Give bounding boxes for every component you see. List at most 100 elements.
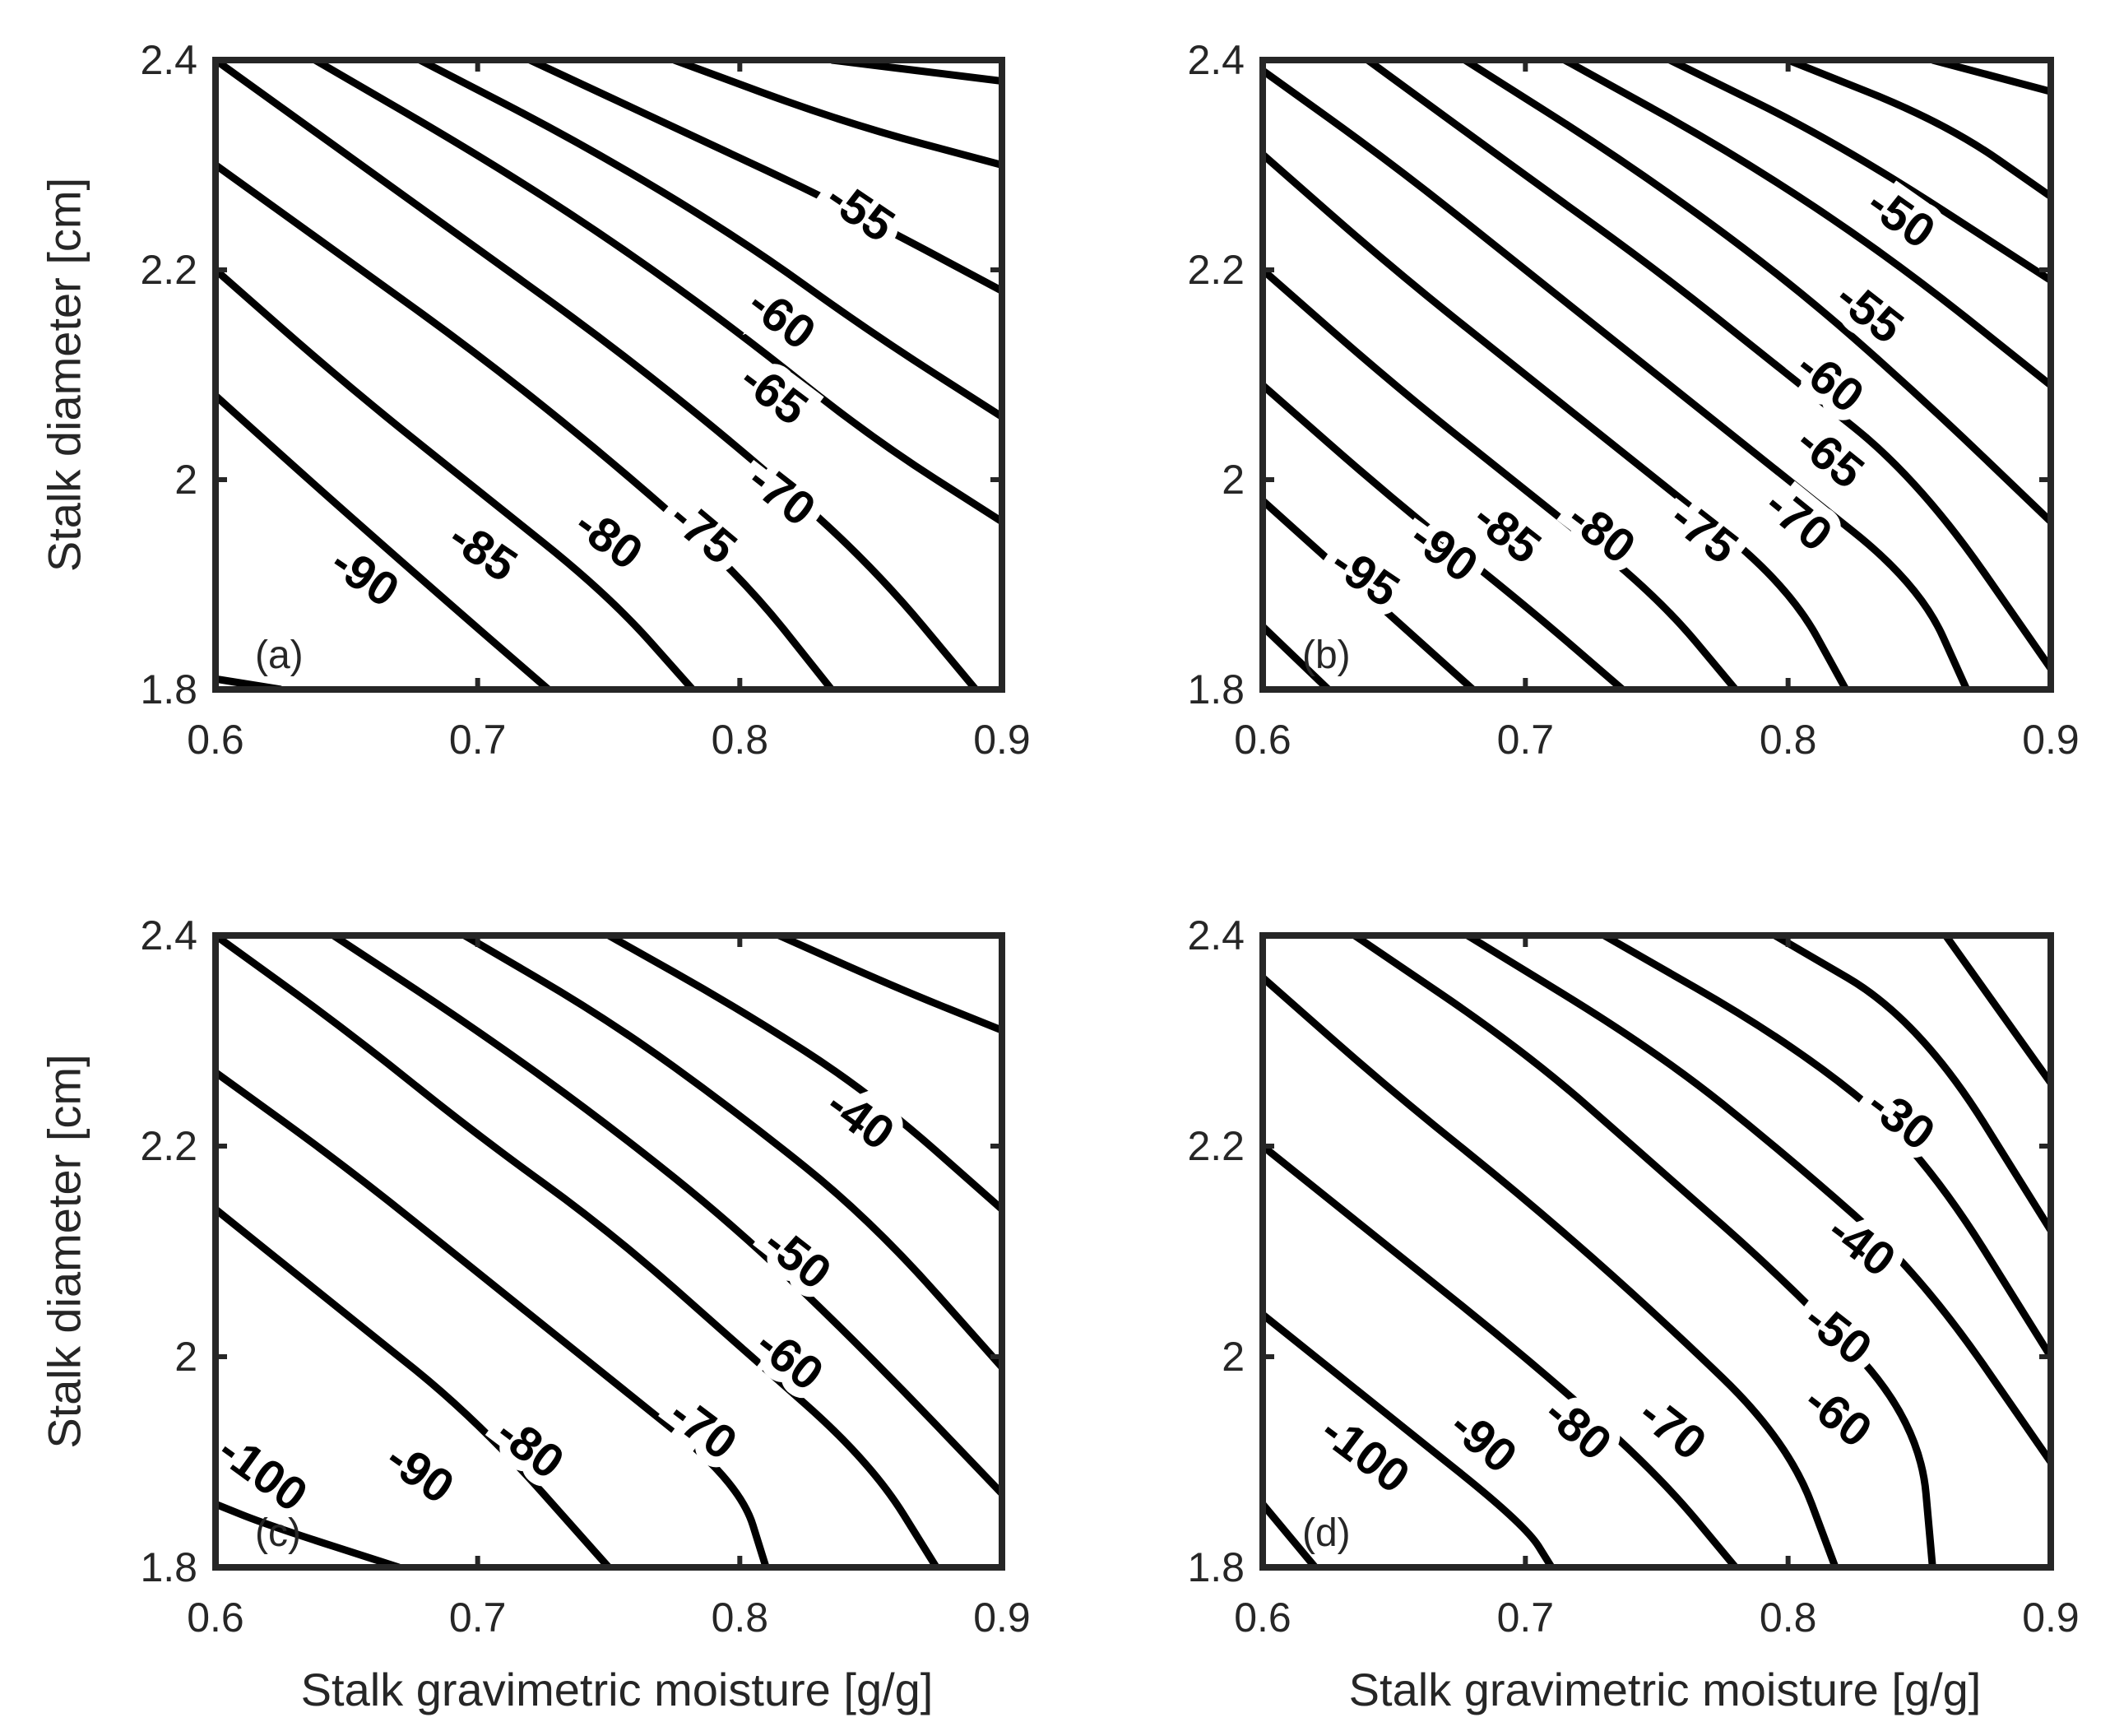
contour-label: -60 <box>746 1316 833 1401</box>
x-tick-label: 0.6 <box>187 1594 244 1641</box>
contour-label: -95 <box>1322 535 1409 618</box>
x-tick-label: 0.7 <box>1497 1594 1555 1641</box>
panel-label: (b) <box>1302 634 1351 677</box>
contour-line <box>1931 60 2051 95</box>
x-tick-label: 0.9 <box>973 1594 1031 1641</box>
contour-line <box>1263 1502 1319 1567</box>
y-tick-label: 2.2 <box>1187 247 1245 293</box>
contour-line <box>216 392 551 689</box>
contour-line <box>1352 935 1936 1567</box>
contour-line <box>777 935 1002 1034</box>
contour-line <box>216 267 696 689</box>
contour-line <box>216 1069 770 1567</box>
y-tick-label: 1.8 <box>1187 666 1245 713</box>
contour-line <box>216 1206 612 1567</box>
contour-line <box>1463 60 2051 525</box>
contour-line <box>1263 67 1970 689</box>
contour-line <box>1667 60 2051 284</box>
plot-frame <box>1259 932 2054 1571</box>
x-tick-label: 0.7 <box>1497 717 1555 763</box>
x-tick-label: 0.8 <box>712 1594 769 1641</box>
contour-label: -30 <box>1857 1077 1945 1161</box>
x-tick-label: 0.6 <box>1234 1594 1292 1641</box>
contour-label: -75 <box>1660 490 1747 574</box>
contour-panel-a: -90 -85 -80 -75-70-65-60-55 0.6 0.7 0.8 0.9 1.8 2… <box>39 37 1031 763</box>
y-tick-label: 1.8 <box>140 666 197 713</box>
panel-label: (c) <box>255 1511 301 1555</box>
contour-line <box>1263 1143 1739 1567</box>
contour-lines <box>216 60 1002 689</box>
x-axis-label: Stalk gravimetric moisture [g/g] <box>1349 1664 1982 1715</box>
contour-label: -55 <box>817 169 904 253</box>
contour-line <box>1602 935 2051 1359</box>
contour-label: -50 <box>754 1215 841 1300</box>
contour-lines <box>1263 60 2051 689</box>
contour-line <box>831 60 1002 85</box>
contour-panel-c: -100 -90 -80 -70-60-50-400.6 0.7 0.8 0.91.822.… <box>39 912 1031 1715</box>
contour-line <box>1263 624 1331 689</box>
plot-frame <box>212 932 1005 1571</box>
y-tick-label: 2.2 <box>1187 1123 1245 1169</box>
contour-label: -80 <box>1558 490 1645 574</box>
plot-frame <box>212 57 1005 693</box>
contour-line <box>1787 60 2051 200</box>
x-tick-label: 0.6 <box>1234 717 1292 763</box>
contour-line <box>1263 267 1739 689</box>
contour-label: -90 <box>322 535 409 618</box>
contour-line <box>313 60 1002 525</box>
x-tick-label: 0.6 <box>187 717 244 763</box>
contour-label: -60 <box>1787 339 1874 424</box>
x-tick-label: 0.8 <box>1760 1594 1817 1641</box>
panel-label: (a) <box>255 634 304 677</box>
contour-label: -90 <box>377 1431 464 1514</box>
y-tick-label: 2.4 <box>140 912 197 959</box>
contour-label: -75 <box>660 490 747 575</box>
contour-line <box>1263 974 1839 1567</box>
contour-label: -40 <box>1818 1203 1905 1287</box>
y-tick-label: 2.2 <box>140 247 197 293</box>
contour-line <box>1942 935 2051 1085</box>
contour-label: -40 <box>817 1077 904 1161</box>
x-axis-label: Stalk gravimetric moisture [g/g] <box>301 1664 934 1715</box>
x-tick-label: 0.9 <box>973 717 1031 763</box>
y-tick-label: 2.4 <box>1187 37 1245 83</box>
contour-label: -70 <box>660 1386 747 1470</box>
contour-line <box>606 935 1002 1213</box>
y-axis-label: Stalk diameter [cm] <box>39 178 90 572</box>
contour-label: -55 <box>1826 270 1913 355</box>
contour-line <box>216 935 940 1567</box>
contour-line <box>1366 60 2051 671</box>
y-tick-label: 2.2 <box>140 1123 197 1169</box>
contour-lines <box>216 935 1002 1567</box>
contour-panel-b: -95-90-85 -80 -75 -70-65-60-55-500.6 0.7 0.8 0… <box>1187 37 2079 763</box>
contour-label: -60 <box>1794 1373 1881 1458</box>
contour-line <box>1465 935 2051 1464</box>
x-tick-label: 0.7 <box>449 1594 507 1641</box>
contour-labels: -90 -85 -80 -75-70-65-60-55 <box>311 159 915 628</box>
y-axis-label: Stalk diameter [cm] <box>39 1054 90 1448</box>
x-tick-label: 0.7 <box>449 717 507 763</box>
x-tick-label: 0.9 <box>2022 1594 2080 1641</box>
contour-line <box>1263 151 1849 689</box>
contour-lines <box>1263 935 2051 1567</box>
contour-label: -80 <box>1534 1386 1621 1471</box>
y-tick-label: 2 <box>1222 1334 1245 1380</box>
contour-line <box>331 935 1002 1497</box>
contour-line <box>673 60 1002 169</box>
contour-line <box>1773 935 2051 1232</box>
contour-line <box>1263 1311 1556 1567</box>
contour-panel-d: -100 -90 -80 -70 -60-50-40-300.6 0.7 0.8 0.91.8… <box>1187 912 2079 1715</box>
y-tick-label: 2 <box>174 1334 197 1380</box>
contour-line <box>216 161 835 689</box>
contour-line <box>528 60 1002 295</box>
contour-line <box>462 935 1002 1370</box>
x-tick-label: 0.9 <box>2022 717 2080 763</box>
contour-line <box>1263 498 1476 689</box>
x-tick-label: 0.8 <box>712 717 769 763</box>
x-tick-label: 0.8 <box>1760 717 1817 763</box>
contour-line <box>1263 382 1625 689</box>
contour-line <box>216 1501 401 1567</box>
plot-frame <box>1259 57 2054 693</box>
y-tick-label: 1.8 <box>140 1544 197 1590</box>
y-tick-label: 2.4 <box>140 37 197 83</box>
